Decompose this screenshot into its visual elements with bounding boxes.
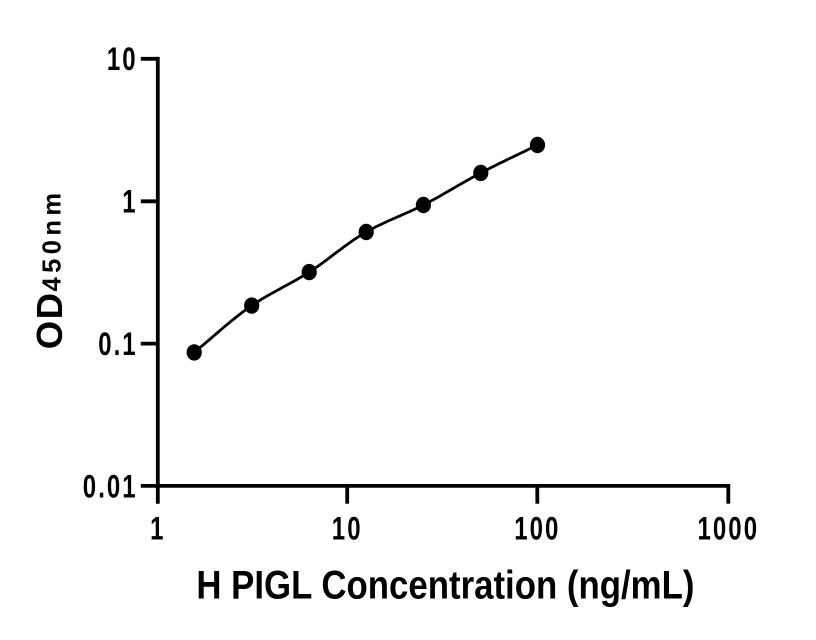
svg-text:10: 10: [107, 41, 138, 77]
svg-text:1: 1: [122, 183, 137, 219]
svg-text:0.01: 0.01: [83, 468, 138, 504]
svg-text:1: 1: [150, 510, 165, 546]
svg-text:100: 100: [514, 510, 560, 546]
svg-text:OD450nm: OD450nm: [29, 188, 70, 349]
svg-text:0.1: 0.1: [98, 326, 138, 362]
svg-text:1000: 1000: [698, 510, 760, 546]
svg-text:H PIGL Concentration (ng/mL): H PIGL Concentration (ng/mL): [196, 562, 694, 607]
svg-text:10: 10: [332, 510, 363, 546]
